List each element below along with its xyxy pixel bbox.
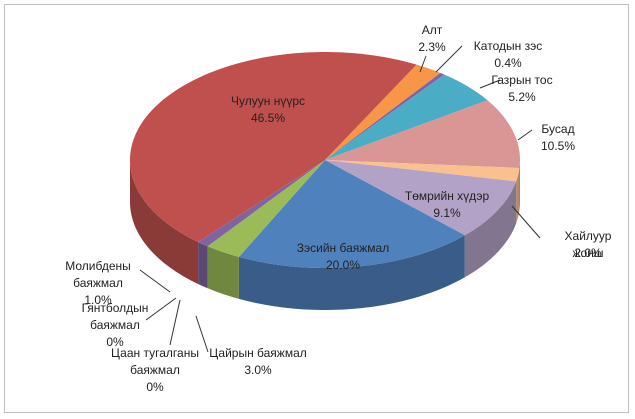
value-label: 9.1% xyxy=(433,206,461,220)
value-label: 1.0% xyxy=(84,293,112,307)
slice-label: Гянтболдын баяжмал xyxy=(81,301,149,332)
slice-label: Зэсийн баяжмал xyxy=(296,241,390,255)
slice-label: Бусад xyxy=(541,122,575,136)
slice xyxy=(130,52,417,243)
slice xyxy=(325,100,520,168)
slice-label: Хайлуур жонш xyxy=(564,229,612,260)
slice xyxy=(325,74,488,160)
slice-side xyxy=(519,160,520,210)
value-label: 10.5% xyxy=(540,139,576,153)
slice-label: Молибдены баяжмал xyxy=(65,259,131,290)
leader-line xyxy=(145,297,177,321)
value-label: 2.0% xyxy=(574,246,602,260)
value-label: 5.2% xyxy=(508,90,536,104)
chart-frame xyxy=(4,4,629,413)
slice-side xyxy=(238,235,465,310)
value-label: 0% xyxy=(106,335,124,349)
value-label: 0.4% xyxy=(494,56,522,70)
value-label: 20.0% xyxy=(325,258,361,272)
slice-label: Төмрийн хүдэр xyxy=(404,189,490,203)
slice-label: Алт xyxy=(421,23,443,37)
leader-line xyxy=(169,299,181,346)
leader-line xyxy=(479,79,501,89)
slice-side xyxy=(130,160,199,284)
slice xyxy=(325,160,520,182)
slice xyxy=(325,64,441,160)
slice xyxy=(198,160,325,247)
leader-line xyxy=(195,315,209,353)
slice-side xyxy=(516,167,520,224)
slice-label: Чулуун нүүрс xyxy=(231,94,305,108)
leader-line xyxy=(517,129,533,141)
slice-label: Цаан тугалганы баяжмал xyxy=(111,346,199,377)
leader-line xyxy=(511,205,541,239)
slice-label: Газрын тос xyxy=(491,73,553,87)
slice-label: Цайрын баяжмал xyxy=(209,346,307,360)
value-label: 0% xyxy=(146,380,164,394)
slice-label: Катодын зэс xyxy=(473,39,543,53)
leader-line xyxy=(435,45,463,73)
value-label: 3.0% xyxy=(244,363,272,377)
slice-side xyxy=(198,242,208,289)
slice xyxy=(325,160,517,236)
leader-line xyxy=(419,55,427,73)
slice-side xyxy=(207,246,239,299)
slice xyxy=(238,160,465,268)
leader-line xyxy=(139,269,171,293)
slice xyxy=(207,160,325,257)
value-label: 2.3% xyxy=(418,40,446,54)
slice-side xyxy=(464,181,517,278)
value-label: 46.5% xyxy=(250,111,286,125)
slice xyxy=(325,72,445,160)
